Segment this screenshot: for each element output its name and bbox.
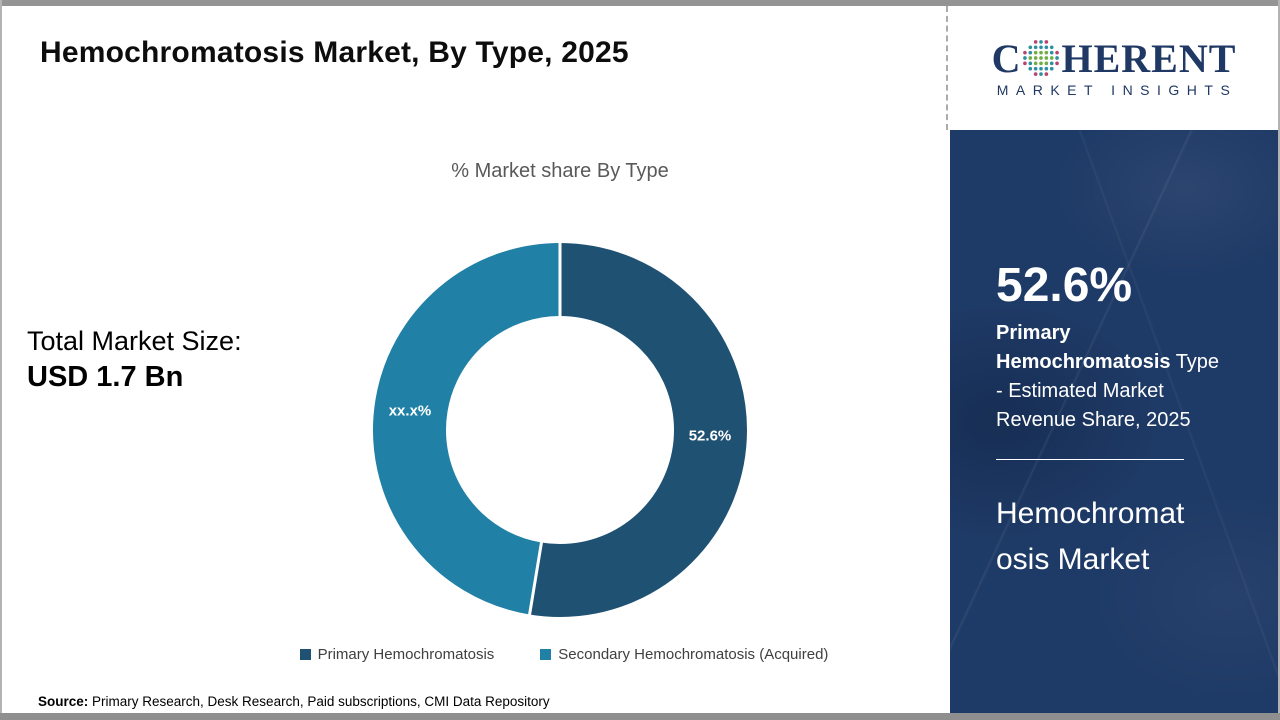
sidebar-market-name: Hemochromatosis Market [996,497,1185,576]
globe-dot [1039,39,1044,44]
legend-item: Secondary Hemochromatosis (Acquired) [540,646,828,663]
globe-dot [1039,71,1044,76]
page-border-bottom [0,713,1280,720]
globe-dot [1039,61,1044,65]
donut-slice-label: xx.x% [389,403,432,420]
globe-dot [1023,55,1028,60]
globe-dot [1028,66,1033,71]
donut-slice-label: 52.6% [689,427,732,444]
logo-letter-c: C [991,35,1022,81]
slice-divider [527,540,544,617]
globe-dot [1045,50,1049,54]
globe-dot [1045,39,1049,44]
chart-title: % Market share By Type [451,160,669,182]
source-note: Source: Primary Research, Desk Research,… [38,694,550,709]
logo-letters-herent: HERENT [1061,35,1237,81]
coherent-logo: C HERENT MARKET INSIGHTS [950,6,1278,130]
globe-dot [1039,55,1044,60]
globe-dot [1028,44,1033,49]
legend-label: Primary Hemochromatosis [317,646,495,663]
globe-dot [1034,61,1038,65]
globe-dot [1055,55,1060,60]
globe-dot [1028,50,1033,54]
globe-dot [1045,71,1049,76]
legend-item: Primary Hemochromatosis [299,646,495,663]
globe-dot [1045,44,1049,49]
donut-chart-svg: 52.6% xx.x% [373,241,747,617]
total-market-size-label: Total Market Size: [27,326,242,356]
page-border-top [0,0,1280,6]
globe-dot [1039,66,1044,71]
legend-label: Secondary Hemochromatosis (Acquired) [558,646,829,663]
sidebar-stat-value: 52.6% [996,259,1133,312]
globe-dot [1034,55,1038,60]
globe-dot [1039,44,1044,49]
chart-legend: Primary Hemochromatosis Secondary Hemochr… [90,646,1038,663]
globe-dot [1050,66,1054,71]
globe-dot [1034,66,1038,71]
globe-dot [1045,66,1049,71]
source-label: Source: [38,694,89,709]
page-border-right [1278,0,1280,720]
sidebar-stat-rest: Type - Estimated Market Revenue Share, 2… [996,351,1220,431]
sidebar-divider-line [996,459,1184,460]
logo-divider-line [946,6,948,130]
page-border-left [0,0,2,720]
globe-dot [1023,50,1028,54]
source-text: Primary Research, Desk Research, Paid su… [88,694,550,709]
total-market-size-block: Total Market Size: USD 1.7 Bn [27,326,242,394]
globe-dot [1045,55,1049,60]
legend-marker-icon [540,649,552,660]
globe-dot [1055,61,1060,65]
legend-marker-icon [299,649,311,660]
globe-dot [1028,55,1033,60]
globe-dot [1045,61,1049,65]
globe-dot [1050,44,1054,49]
globe-dot [1034,71,1038,76]
globe-dot [1028,61,1033,65]
logo-wordmark: C HERENT [991,35,1237,81]
coherent-globe-icon [1023,39,1060,76]
sidebar-stat-description: Primary Hemochromatosis Type - Estimated… [996,319,1222,435]
sidebar-content: 52.6% Primary Hemochromatosis Type - Est… [950,130,1278,583]
globe-dot [1050,55,1054,60]
globe-dot [1039,50,1044,54]
globe-dot [1050,61,1054,65]
page-title: Hemochromatosis Market, By Type, 2025 [40,36,629,69]
globe-dot [1034,39,1038,44]
globe-dot [1034,50,1038,54]
globe-dot [1050,50,1054,54]
globe-dot [1023,61,1028,65]
globe-dot [1034,44,1038,49]
logo-subtitle: MARKET INSIGHTS [996,81,1238,98]
total-market-size-value: USD 1.7 Bn [27,361,184,393]
sidebar: 52.6% Primary Hemochromatosis Type - Est… [950,130,1278,713]
sidebar-stat-highlight: Primary Hemochromatosis [996,322,1171,373]
globe-dot [1055,50,1060,54]
